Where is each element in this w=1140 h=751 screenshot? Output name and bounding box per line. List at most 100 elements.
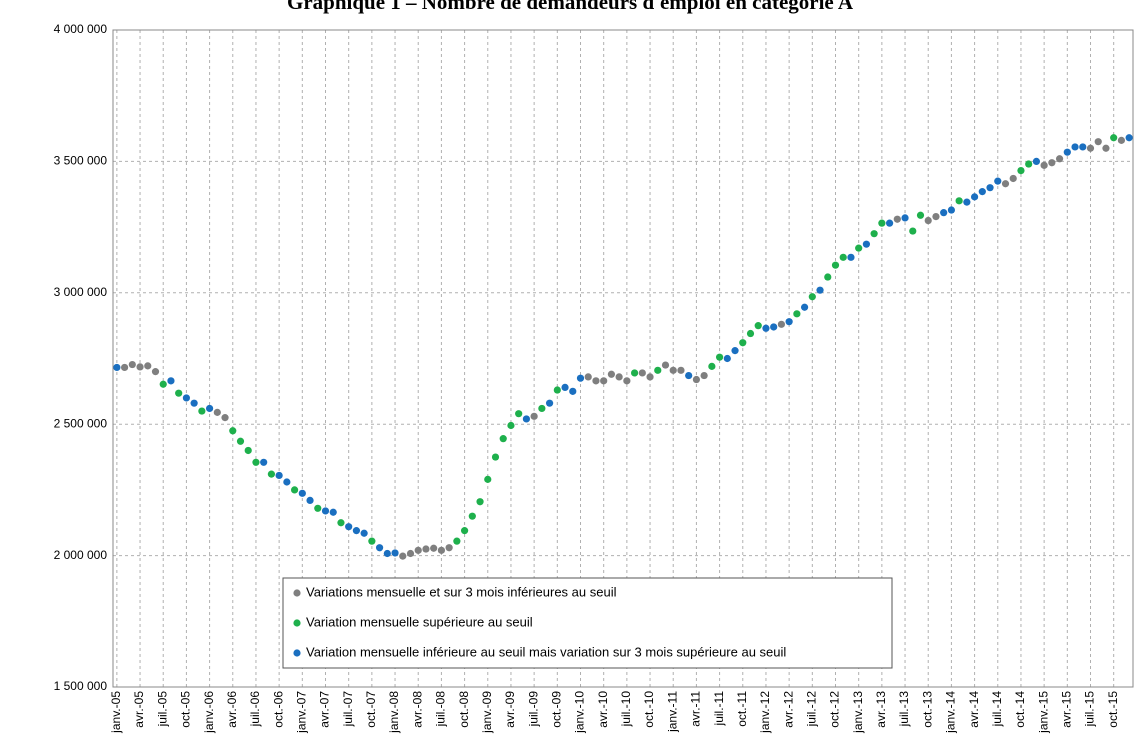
point [198, 407, 206, 415]
point [314, 504, 322, 512]
point [630, 369, 639, 377]
point [375, 544, 384, 552]
x-tick-label: avr.-10 [596, 691, 610, 728]
point [167, 377, 175, 385]
point [468, 512, 476, 520]
x-tick-label: oct.-14 [1013, 691, 1027, 728]
point [306, 496, 314, 505]
x-tick-label: juil.-06 [248, 691, 262, 728]
point [770, 323, 778, 331]
x-tick-label: avr.-08 [410, 691, 424, 728]
point [986, 184, 994, 192]
point [1025, 160, 1033, 168]
point [584, 373, 592, 381]
point [947, 206, 956, 214]
point [1117, 136, 1126, 144]
point [275, 471, 283, 480]
point [970, 193, 979, 201]
x-tick-label: janv.-14 [944, 691, 958, 734]
legend: Variations mensuelle et sur 3 mois infér… [282, 577, 893, 669]
point [515, 410, 523, 418]
point [715, 353, 724, 361]
point [290, 486, 299, 494]
point [855, 244, 863, 252]
point [445, 544, 453, 552]
point [654, 366, 662, 374]
point [522, 415, 531, 423]
point [437, 546, 446, 554]
point [1079, 143, 1087, 151]
point [708, 362, 716, 370]
point [839, 253, 847, 261]
point [739, 339, 747, 347]
point [1032, 157, 1041, 165]
legend-marker [293, 649, 301, 657]
point [453, 537, 461, 545]
point [661, 361, 670, 369]
x-tick-label: avr.-13 [874, 691, 888, 728]
x-tick-label: juil.-13 [897, 691, 911, 728]
chart-title: Graphique 1 – Nombre de demandeurs d'emp… [287, 0, 854, 14]
x-tick-label: avr.-11 [689, 691, 703, 727]
point [746, 329, 755, 338]
x-tick-label: janv.-06 [202, 691, 216, 734]
point [924, 216, 932, 225]
point [940, 209, 948, 217]
point [754, 322, 762, 330]
point [1040, 161, 1048, 169]
point [545, 399, 554, 407]
legend-marker [293, 589, 301, 597]
point [120, 363, 129, 372]
x-tick-label: janv.-15 [1036, 691, 1050, 734]
point [175, 389, 183, 397]
plot-border [112, 29, 1134, 688]
legend-box [282, 577, 893, 669]
point [862, 240, 871, 248]
point [1094, 138, 1102, 146]
point [569, 387, 577, 395]
point [785, 318, 793, 326]
point [499, 435, 507, 443]
point [816, 286, 824, 294]
x-tick-label: juil.-09 [526, 691, 540, 728]
point [847, 253, 855, 261]
point [1125, 134, 1133, 142]
x-tick-label: juil.-11 [712, 691, 726, 727]
point [731, 347, 739, 355]
x-tick-label: avr.-14 [967, 691, 981, 728]
point [777, 320, 786, 328]
point [321, 507, 330, 515]
point [901, 214, 909, 222]
point [831, 261, 840, 269]
point [646, 373, 654, 381]
point [337, 519, 345, 527]
x-tick-label: janv.-09 [480, 691, 494, 734]
point [1102, 144, 1110, 152]
point [267, 470, 276, 478]
legend-label: Variations mensuelle et sur 3 mois infér… [306, 584, 617, 599]
point [128, 360, 136, 369]
point [491, 453, 500, 461]
y-tick-label: 2 500 000 [54, 416, 108, 430]
point [1055, 155, 1064, 163]
x-tick-label: juil.-07 [341, 691, 355, 728]
point [368, 537, 376, 545]
point [561, 383, 569, 392]
point [213, 408, 221, 416]
point [723, 354, 731, 363]
x-tick-label: janv.-10 [573, 691, 587, 734]
point [1009, 174, 1017, 183]
point [484, 475, 492, 483]
point [878, 219, 886, 227]
point [399, 552, 407, 560]
point [824, 273, 832, 281]
x-tick-label: avr.-06 [225, 691, 239, 728]
point [345, 523, 353, 531]
point [460, 527, 469, 535]
point [507, 421, 515, 430]
y-tick-label: 3 000 000 [54, 285, 108, 299]
x-tick-label: oct.-08 [457, 691, 471, 728]
x-tick-label: oct.-06 [271, 691, 285, 728]
point [963, 198, 971, 206]
point [244, 446, 252, 455]
